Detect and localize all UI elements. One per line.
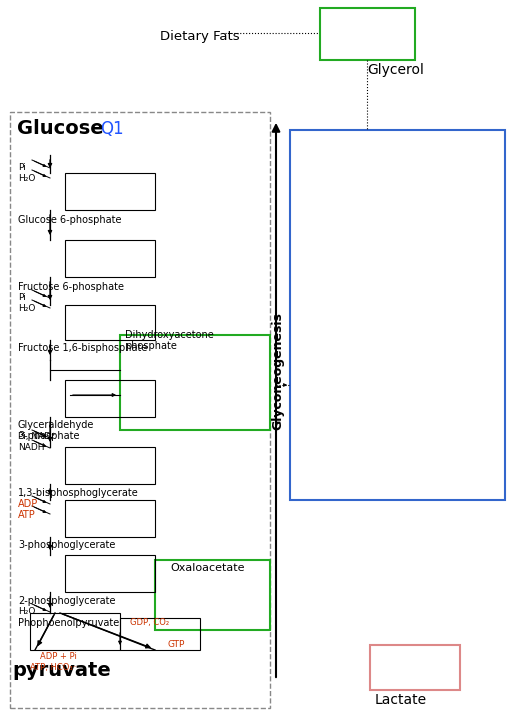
Bar [65,305,155,340]
Bar [65,500,155,537]
Text: 3-phosphate: 3-phosphate [18,431,79,441]
Text: Dihydroxyacetone: Dihydroxyacetone [125,330,214,340]
Text: H₂O: H₂O [18,607,35,616]
Text: 2-phosphoglycerate: 2-phosphoglycerate [18,596,116,606]
Text: Pi: Pi [18,293,26,302]
Bar [10,112,270,708]
Text: Glucose 6-phosphate: Glucose 6-phosphate [18,215,122,225]
Bar [120,618,200,650]
Text: Glycerol: Glycerol [367,63,424,77]
Bar [290,130,505,500]
Text: 1,3-bisphosphoglycerate: 1,3-bisphosphoglycerate [18,488,139,498]
Bar [65,380,155,417]
Text: H₂O: H₂O [18,304,35,313]
Bar [65,447,155,484]
Bar [370,645,460,690]
Bar [65,555,155,592]
Text: Lactate: Lactate [375,693,427,707]
Text: Pi, NAD⁺: Pi, NAD⁺ [18,432,56,441]
Text: GDP, CO₂: GDP, CO₂ [130,618,169,627]
Text: Q1: Q1 [100,120,124,138]
Bar [65,240,155,277]
Text: GTP: GTP [168,640,185,649]
Text: Dietary Fats: Dietary Fats [160,30,240,43]
Text: Oxaloacetate: Oxaloacetate [170,563,244,573]
Text: Phophoenolpyruvate: Phophoenolpyruvate [18,618,119,628]
Text: Glucose: Glucose [17,119,104,138]
Text: Glyconeogenesis: Glyconeogenesis [271,312,285,430]
Bar [155,560,270,630]
Text: ADP + Pi: ADP + Pi [40,652,77,661]
Bar [30,613,120,650]
Text: Glyceraldehyde: Glyceraldehyde [18,420,94,430]
Text: Fructose 6-phosphate: Fructose 6-phosphate [18,282,124,292]
Text: phosphate: phosphate [125,341,177,351]
Text: pyruvate: pyruvate [12,661,111,680]
Text: ATP, HCO₃⁻: ATP, HCO₃⁻ [30,663,77,672]
Text: 3-phosphoglycerate: 3-phosphoglycerate [18,540,116,550]
Text: ATP: ATP [18,510,36,520]
Text: Fructose 1,6-bisphosphate: Fructose 1,6-bisphosphate [18,343,148,353]
Text: NADH: NADH [18,443,44,452]
Bar [320,8,415,60]
Bar [65,173,155,210]
Bar [120,335,270,430]
Text: H₂O: H₂O [18,174,35,183]
Text: ADP: ADP [18,499,38,509]
Text: Pi: Pi [18,163,26,172]
